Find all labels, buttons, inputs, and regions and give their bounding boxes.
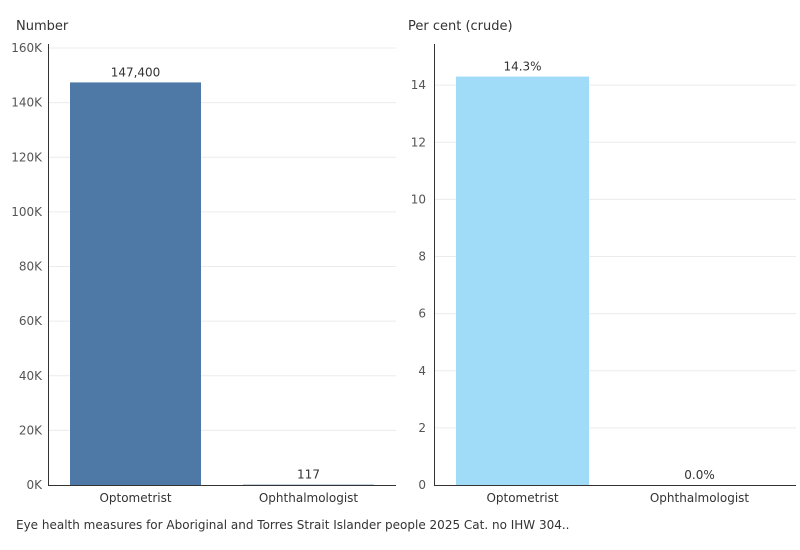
right-category-label: Optometrist bbox=[486, 491, 558, 505]
left-y-tick-label: 20K bbox=[19, 423, 43, 437]
right-category-label: Ophthalmologist bbox=[650, 491, 750, 505]
number-bar-chart: 0K 20K 40K 60K 80K 100K 120K 140K 160K 147,400 Opt… bbox=[11, 41, 396, 505]
right-y-tick-label: 14 bbox=[411, 78, 426, 92]
left-y-tick-label: 140K bbox=[11, 96, 43, 110]
right-y-tick-label: 12 bbox=[411, 135, 426, 149]
left-y-tick-label: 60K bbox=[19, 314, 43, 328]
left-category-label: Ophthalmologist bbox=[259, 491, 359, 505]
right-y-tick-label: 2 bbox=[418, 421, 426, 435]
right-y-tick-label: 4 bbox=[418, 364, 426, 378]
left-y-tick-label: 160K bbox=[11, 41, 43, 55]
right-y-tick-label: 8 bbox=[418, 250, 426, 264]
right-bar-optometrist bbox=[456, 76, 589, 486]
source-footnote: Eye health measures for Aboriginal and T… bbox=[16, 518, 570, 532]
left-data-label: 117 bbox=[297, 468, 320, 482]
right-data-label: 0.0% bbox=[684, 468, 715, 482]
left-y-tick-label: 0K bbox=[26, 478, 43, 492]
percent-bar-chart: 0 2 4 6 8 10 12 14 14.3% Optometrist 0.0% Ophthalmo… bbox=[411, 44, 796, 505]
left-bar-optometrist bbox=[70, 82, 201, 485]
right-y-tick-label: 6 bbox=[418, 307, 426, 321]
left-category-label: Optometrist bbox=[99, 491, 171, 505]
left-y-axis-title: Number bbox=[16, 19, 69, 34]
left-y-tick-label: 120K bbox=[11, 150, 43, 164]
right-y-tick-label: 0 bbox=[418, 478, 426, 492]
right-y-tick-label: 10 bbox=[411, 192, 426, 206]
right-y-axis-title: Per cent (crude) bbox=[408, 19, 513, 34]
right-data-label: 14.3% bbox=[503, 60, 541, 74]
left-y-tick-label: 100K bbox=[11, 205, 43, 219]
left-y-tick-label: 40K bbox=[19, 369, 43, 383]
left-data-label: 147,400 bbox=[111, 65, 161, 79]
left-y-tick-label: 80K bbox=[19, 260, 43, 274]
